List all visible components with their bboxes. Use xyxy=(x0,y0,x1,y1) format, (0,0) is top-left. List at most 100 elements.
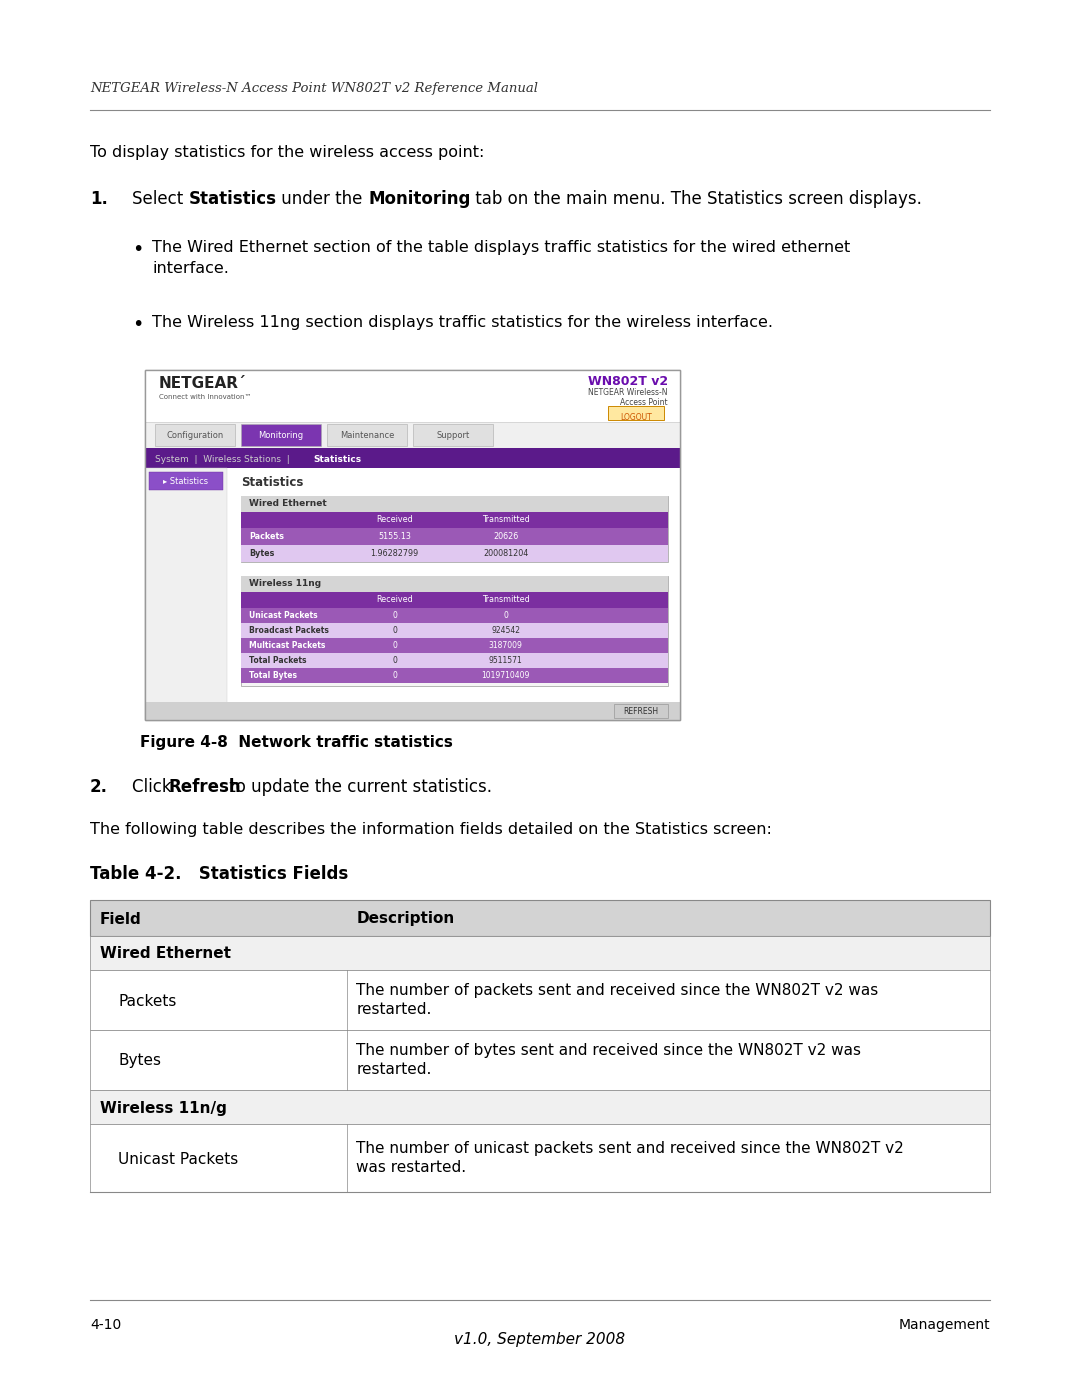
Text: Received: Received xyxy=(376,515,413,524)
Text: Wireless 11n/g: Wireless 11n/g xyxy=(100,1101,227,1115)
Text: Refresh: Refresh xyxy=(168,778,241,796)
Text: 0: 0 xyxy=(392,610,397,620)
Text: The Wired Ethernet section of the table displays traffic statistics for the wire: The Wired Ethernet section of the table … xyxy=(152,240,850,277)
Text: Packets: Packets xyxy=(118,993,176,1009)
Bar xyxy=(241,545,669,562)
Text: Bytes: Bytes xyxy=(249,549,274,557)
Bar xyxy=(145,370,680,422)
Text: The number of unicast packets sent and received since the WN802T v2: The number of unicast packets sent and r… xyxy=(356,1140,904,1155)
Text: tab on the main menu. The Statistics screen displays.: tab on the main menu. The Statistics scr… xyxy=(471,190,922,208)
Bar xyxy=(241,496,669,562)
Text: Click: Click xyxy=(132,778,177,796)
Text: 0: 0 xyxy=(392,641,397,650)
Text: Wired Ethernet: Wired Ethernet xyxy=(249,500,327,509)
Text: Connect with Innovation™: Connect with Innovation™ xyxy=(159,394,252,400)
Text: 20626: 20626 xyxy=(494,532,518,541)
Bar xyxy=(241,668,669,683)
Bar xyxy=(90,1030,990,1090)
Bar xyxy=(145,370,680,719)
Text: The number of packets sent and received since the WN802T v2 was: The number of packets sent and received … xyxy=(356,982,879,997)
Bar xyxy=(145,370,680,719)
Text: Unicast Packets: Unicast Packets xyxy=(118,1151,239,1166)
Text: 200081204: 200081204 xyxy=(483,549,528,557)
Text: Statistics: Statistics xyxy=(189,190,276,208)
Text: Maintenance: Maintenance xyxy=(340,432,394,440)
Text: 4-10: 4-10 xyxy=(90,1317,121,1331)
Bar xyxy=(145,448,680,468)
Text: System  |  Wireless Stations  |: System | Wireless Stations | xyxy=(156,454,296,464)
Bar xyxy=(241,652,669,668)
Bar xyxy=(241,592,669,608)
Text: 0: 0 xyxy=(503,610,509,620)
Text: v1.0, September 2008: v1.0, September 2008 xyxy=(455,1331,625,1347)
Text: •: • xyxy=(132,314,144,334)
Text: Support: Support xyxy=(436,432,470,440)
Text: The number of bytes sent and received since the WN802T v2 was: The number of bytes sent and received si… xyxy=(356,1042,862,1058)
Text: Description: Description xyxy=(356,911,455,926)
Text: Wired Ethernet: Wired Ethernet xyxy=(100,947,231,961)
Text: 0: 0 xyxy=(392,671,397,680)
Text: restarted.: restarted. xyxy=(356,1063,432,1077)
Text: Select: Select xyxy=(132,190,189,208)
Text: NETGEAR Wireless-N: NETGEAR Wireless-N xyxy=(589,388,669,397)
Text: under the: under the xyxy=(276,190,368,208)
Bar xyxy=(149,472,222,490)
Bar xyxy=(90,900,990,936)
Bar xyxy=(241,638,669,652)
Text: NETGEAR´: NETGEAR´ xyxy=(159,376,246,391)
Bar xyxy=(90,936,990,970)
Bar xyxy=(241,511,669,528)
Text: Statistics: Statistics xyxy=(241,476,303,489)
Text: Broadcast Packets: Broadcast Packets xyxy=(249,626,329,636)
Text: 2.: 2. xyxy=(90,778,108,796)
Text: NETGEAR Wireless-N Access Point WN802T v2 Reference Manual: NETGEAR Wireless-N Access Point WN802T v… xyxy=(90,82,538,95)
Text: 1.96282799: 1.96282799 xyxy=(370,549,419,557)
Text: Total Bytes: Total Bytes xyxy=(249,671,297,680)
Bar xyxy=(241,576,669,686)
Text: Unicast Packets: Unicast Packets xyxy=(249,610,318,620)
Text: 1019710409: 1019710409 xyxy=(482,671,530,680)
Bar xyxy=(241,528,669,545)
Text: Field: Field xyxy=(100,911,141,926)
Text: Packets: Packets xyxy=(249,532,284,541)
Bar xyxy=(145,468,680,719)
Bar xyxy=(90,1090,990,1125)
Text: Monitoring: Monitoring xyxy=(368,190,471,208)
Text: restarted.: restarted. xyxy=(356,1003,432,1017)
Text: 1.: 1. xyxy=(90,190,108,208)
Text: Multicast Packets: Multicast Packets xyxy=(249,641,325,650)
Text: Bytes: Bytes xyxy=(118,1053,161,1069)
Text: Figure 4-8  Network traffic statistics: Figure 4-8 Network traffic statistics xyxy=(140,735,453,750)
Bar xyxy=(145,422,680,448)
Text: 0: 0 xyxy=(392,626,397,636)
Bar xyxy=(145,703,680,719)
Text: LOGOUT: LOGOUT xyxy=(620,414,652,422)
Text: Monitoring: Monitoring xyxy=(258,432,303,440)
Bar xyxy=(327,425,407,446)
Text: The Wireless 11ng section displays traffic statistics for the wireless interface: The Wireless 11ng section displays traff… xyxy=(152,314,773,330)
Text: was restarted.: was restarted. xyxy=(356,1161,467,1175)
Bar xyxy=(241,425,321,446)
Bar xyxy=(608,407,664,420)
Text: WN802T v2: WN802T v2 xyxy=(588,374,669,388)
Text: Statistics: Statistics xyxy=(313,454,361,464)
Text: 0: 0 xyxy=(392,657,397,665)
Text: To display statistics for the wireless access point:: To display statistics for the wireless a… xyxy=(90,145,484,161)
Text: to update the current statistics.: to update the current statistics. xyxy=(224,778,492,796)
Text: Configuration: Configuration xyxy=(166,432,224,440)
Bar xyxy=(241,623,669,638)
Bar xyxy=(615,704,669,718)
Text: Received: Received xyxy=(376,595,413,605)
Text: Total Packets: Total Packets xyxy=(249,657,307,665)
Text: The following table describes the information fields detailed on the Statistics : The following table describes the inform… xyxy=(90,821,772,837)
Bar xyxy=(413,425,492,446)
Text: Transmitted: Transmitted xyxy=(482,595,529,605)
Bar xyxy=(241,496,669,511)
Text: •: • xyxy=(132,240,144,258)
Text: ▸ Statistics: ▸ Statistics xyxy=(163,476,208,486)
Text: 3187009: 3187009 xyxy=(489,641,523,650)
Bar xyxy=(90,970,990,1030)
Bar xyxy=(241,576,669,592)
Text: Management: Management xyxy=(899,1317,990,1331)
Bar xyxy=(90,1125,990,1192)
